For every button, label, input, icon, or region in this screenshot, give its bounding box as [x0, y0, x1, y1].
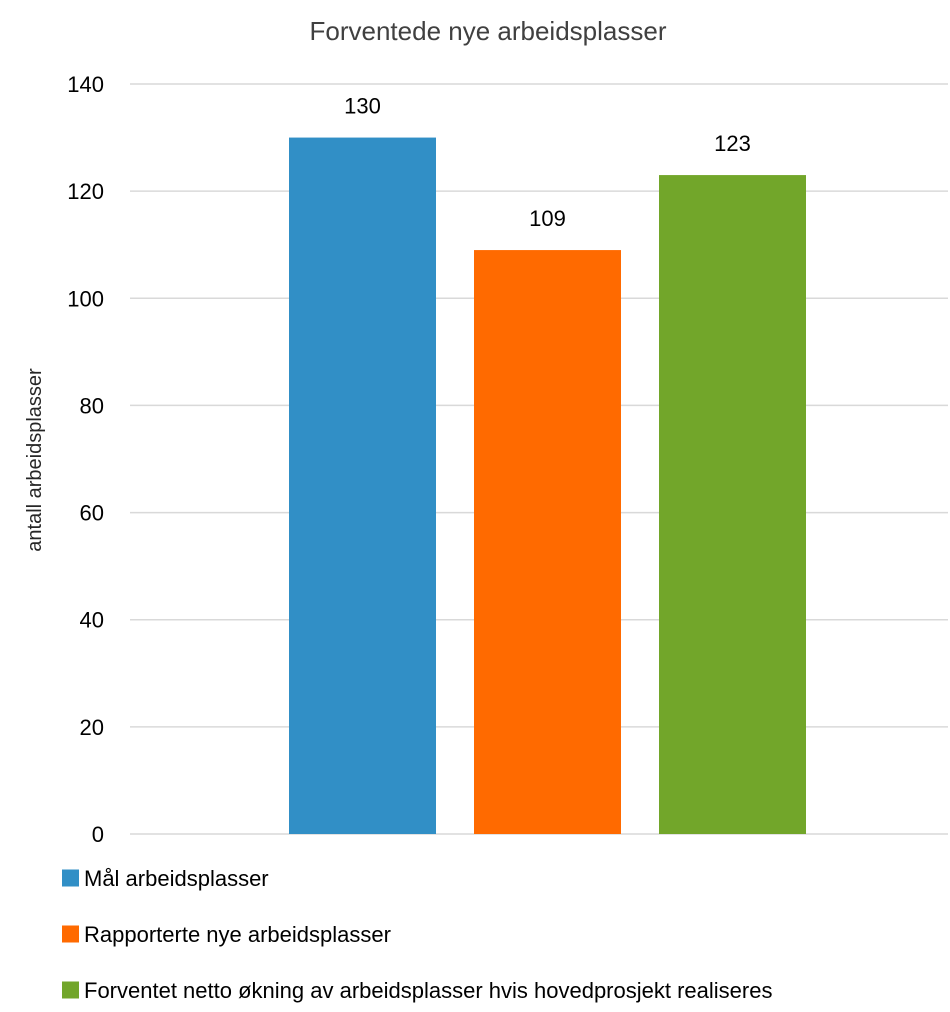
data-label: 130: [344, 94, 381, 119]
y-tick-label: 20: [80, 715, 104, 740]
legend-label: Forventet netto økning av arbeidsplasser…: [84, 978, 772, 1003]
y-tick-label: 40: [80, 608, 104, 633]
legend-swatch: [62, 925, 79, 943]
y-tick-label: 0: [92, 822, 104, 847]
chart-title: Forventede nye arbeidsplasser: [310, 16, 667, 46]
legend-label: Rapporterte nye arbeidsplasser: [84, 922, 391, 947]
y-axis-label: antall arbeidsplasser: [24, 368, 46, 552]
y-tick-label: 140: [67, 72, 104, 97]
data-label: 109: [529, 206, 566, 231]
y-tick-label: 120: [67, 179, 104, 204]
y-axis-ticks: 0 20 40 60 80 100 120 140: [67, 72, 104, 847]
bar: [289, 137, 436, 835]
legend-swatch: [62, 981, 79, 999]
bar: [474, 250, 621, 835]
data-labels: 130 109 123: [344, 94, 751, 232]
bars: [289, 137, 806, 835]
data-label: 123: [714, 131, 751, 156]
y-tick-label: 80: [80, 393, 104, 418]
legend-label: Mål arbeidsplasser: [84, 866, 269, 891]
legend-swatch: [62, 869, 79, 887]
bar: [659, 175, 806, 835]
y-tick-label: 100: [67, 286, 104, 311]
legend: Mål arbeidsplasser Rapporterte nye arbeid…: [62, 866, 772, 1003]
y-tick-label: 60: [80, 501, 104, 526]
